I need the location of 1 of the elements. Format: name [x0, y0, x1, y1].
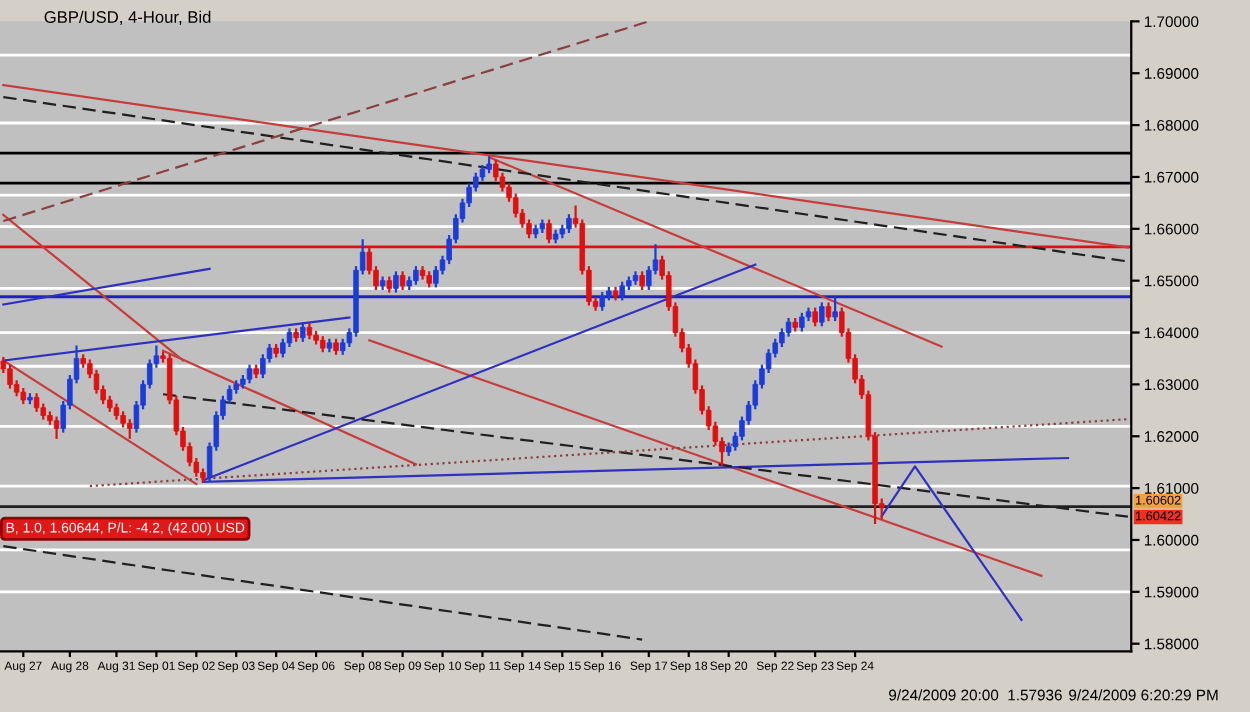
chart-title: GBP/USD, 4-Hour, Bid: [44, 10, 211, 25]
